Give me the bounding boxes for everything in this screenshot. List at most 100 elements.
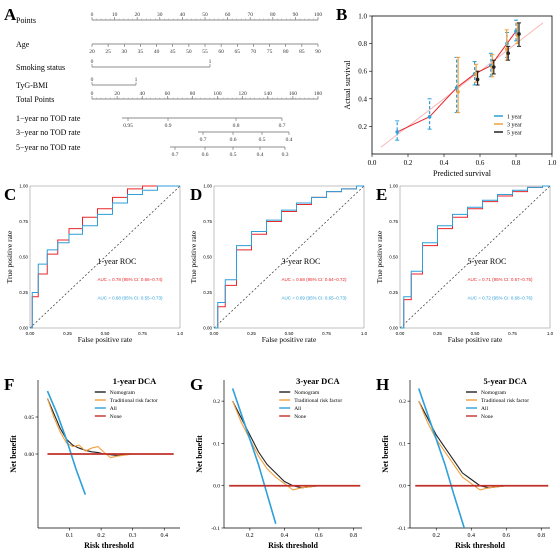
nomogram-tick-label: 0.8 bbox=[233, 123, 240, 129]
dca-3-year: 0.2 0.4 0.6 0.8 0.2 0.1 0.0 -0.1 Risk threshold N… bbox=[195, 376, 362, 550]
nomogram-tick-label: 60 bbox=[218, 49, 224, 55]
x-axis-label: False positive rate bbox=[78, 335, 133, 344]
panel-letter-h: H bbox=[376, 375, 389, 394]
y-tick-label: 0.50 bbox=[389, 255, 398, 260]
x-tick-label: 0.8 bbox=[512, 159, 521, 167]
dca-title: 1-year DCA bbox=[113, 376, 157, 386]
roc-title: 3-year ROC bbox=[282, 257, 321, 266]
auc-annotation: AUC = 0.68 (95% CI: 0.55−0.73) bbox=[98, 296, 164, 301]
plot-frame bbox=[371, 15, 553, 155]
legend-label: Traditional risk factor bbox=[294, 397, 342, 404]
nomogram-tick-label: 0 bbox=[91, 77, 94, 83]
nomogram-tick-label: 20 bbox=[89, 49, 95, 55]
roc-curve bbox=[214, 185, 364, 329]
legend-label: All bbox=[110, 406, 118, 412]
legend-label: Nomogram bbox=[110, 390, 136, 396]
dca-5-year: 0.2 0.4 0.6 0.8 0.2 0.1 0.0 -0.1 Risk threshold N… bbox=[381, 376, 550, 550]
y-axis-label: Net benefit bbox=[195, 435, 204, 473]
x-tick-label: 0.75 bbox=[322, 331, 331, 336]
nomogram-tick-label: 80 bbox=[190, 91, 196, 97]
y-tick-label: 0.00 bbox=[24, 452, 34, 458]
chance-diagonal bbox=[213, 185, 365, 329]
y-tick-label: 1.00 bbox=[389, 184, 398, 189]
legend-label: All bbox=[481, 406, 489, 412]
legend-label: Nomogram bbox=[294, 390, 320, 396]
nomogram-tick-label: 40 bbox=[180, 12, 186, 18]
panel-letter-f: F bbox=[4, 375, 14, 394]
nomogram-row-label: Age bbox=[16, 40, 30, 49]
x-axis-label: False positive rate bbox=[448, 335, 503, 344]
nomogram-tick-label: 70 bbox=[247, 12, 253, 18]
nomogram-tick-label: 0.7 bbox=[279, 123, 286, 129]
roc-1-year: 0.000.00 0.25 0.25 0.50 0.50 0.75 0.75 1.0 1.00 F… bbox=[5, 184, 184, 345]
nomogram-tick-label: 60 bbox=[165, 91, 171, 97]
nomogram-tick-label: 0 bbox=[91, 59, 94, 65]
x-tick-label: 0.6 bbox=[503, 533, 511, 539]
x-axis-label: Risk threshold bbox=[455, 541, 505, 550]
x-tick-label: 0.2 bbox=[433, 533, 441, 539]
x-tick-label: 0.50 bbox=[101, 331, 110, 336]
roc-title: 5-year ROC bbox=[468, 257, 507, 266]
roc-curve bbox=[400, 185, 550, 329]
x-tick-label: 0.75 bbox=[138, 331, 147, 336]
y-tick-label: 0.6 bbox=[358, 68, 367, 76]
y-axis-label: Net benefit bbox=[9, 435, 18, 473]
x-tick-label: 0.2 bbox=[404, 159, 413, 167]
x-tick-label: 0.00 bbox=[210, 331, 219, 336]
nomogram-tick-label: 50 bbox=[186, 49, 192, 55]
chance-diagonal bbox=[29, 185, 181, 329]
panel-letter-d: D bbox=[190, 185, 202, 204]
x-tick-label: 0.1 bbox=[66, 533, 74, 539]
legend-label: Traditional risk factor bbox=[110, 397, 158, 404]
panel-letter-g: G bbox=[190, 375, 203, 394]
dca-curve bbox=[231, 388, 277, 524]
x-tick-label: 0.75 bbox=[508, 331, 517, 336]
panel-letter-a: A bbox=[4, 5, 17, 24]
y-tick-label: 0.2 bbox=[399, 399, 406, 405]
nomogram-tick-label: 40 bbox=[139, 91, 145, 97]
nomogram-tick-label: 35 bbox=[138, 49, 144, 55]
x-tick-label: 0.25 bbox=[433, 331, 442, 336]
nomogram-tick-label: 0.4 bbox=[257, 152, 264, 158]
x-axis-label: Risk threshold bbox=[268, 541, 318, 550]
x-tick-label: 0.25 bbox=[63, 331, 72, 336]
nomogram-tick-label: 0.3 bbox=[282, 152, 289, 158]
y-tick-label: 0.25 bbox=[203, 290, 212, 295]
dca-curve bbox=[418, 400, 542, 489]
dca-curve bbox=[418, 400, 542, 491]
nomogram-tick-label: 10 bbox=[112, 12, 118, 18]
x-tick-label: 1.0 bbox=[177, 331, 184, 336]
roc-curve bbox=[30, 185, 180, 329]
auc-annotation: AUC = 0.72 (95% CI: 0.68−0.76) bbox=[468, 296, 534, 301]
nomogram-tick-label: 40 bbox=[154, 49, 160, 55]
y-axis-label: True positive rate bbox=[189, 230, 198, 283]
y-tick-label: 0.1 bbox=[399, 441, 406, 447]
dca-curve bbox=[232, 400, 354, 491]
dca-title: 5-year DCA bbox=[483, 376, 527, 386]
auc-annotation: AUC = 0.78 (95% CI: 0.66−0.74) bbox=[98, 277, 164, 282]
y-tick-label: -0.1 bbox=[211, 526, 220, 532]
panel-letter-b: B bbox=[336, 5, 347, 24]
roc-5-year: 0.000.00 0.25 0.25 0.50 0.50 0.75 0.75 1.0 1.00 F… bbox=[375, 184, 554, 345]
y-tick-label: 1.00 bbox=[203, 184, 212, 189]
y-axis-label: Actual survival bbox=[343, 60, 352, 110]
calibration-point bbox=[456, 90, 460, 94]
nomogram-tick-label: 0.5 bbox=[230, 152, 237, 158]
nomogram-row-label: Points bbox=[16, 16, 36, 25]
nomogram-tick-label: 30 bbox=[122, 49, 128, 55]
y-axis-label: True positive rate bbox=[375, 230, 384, 283]
y-tick-label: 0.1 bbox=[213, 441, 220, 447]
x-axis-label: Predicted survival bbox=[433, 169, 492, 178]
y-tick-label: 0.05 bbox=[24, 415, 34, 421]
legend-label: 5 year bbox=[507, 131, 522, 137]
legend-label: 3 year bbox=[507, 123, 522, 129]
y-tick-label: 0.00 bbox=[389, 326, 398, 331]
dca-curve bbox=[417, 388, 466, 529]
nomogram-tick-label: 60 bbox=[225, 12, 231, 18]
nomogram-tick-label: 75 bbox=[267, 49, 273, 55]
calibration-point bbox=[395, 130, 400, 134]
calibration-plot: 0.0 0.2 0.4 0.6 0.8 1.0 0.2 0.4 0.6 0.8 1.0 Predict… bbox=[343, 13, 557, 179]
x-tick-label: 0.50 bbox=[285, 331, 294, 336]
x-axis-label: Risk threshold bbox=[84, 541, 134, 550]
